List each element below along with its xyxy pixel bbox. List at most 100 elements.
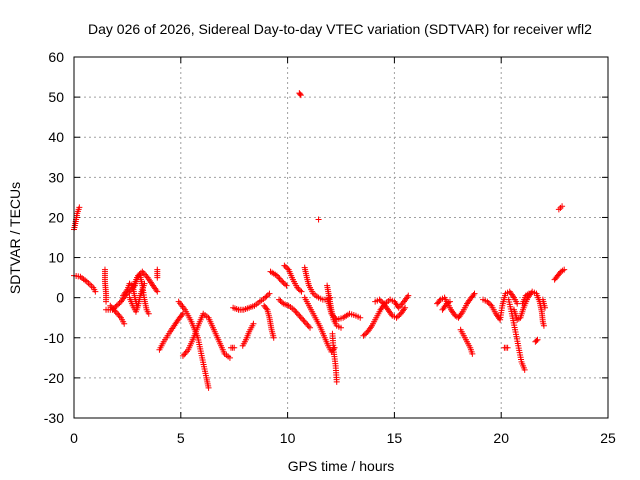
data-point-marker: [231, 344, 238, 351]
data-point-marker: [250, 320, 257, 327]
data-point-marker: [293, 309, 300, 316]
data-point-marker: [282, 263, 289, 270]
x-axis-label: GPS time / hours: [288, 458, 395, 474]
y-tick-label: -30: [44, 410, 64, 426]
data-point-marker: [533, 337, 540, 344]
data-point-marker: [300, 317, 307, 324]
data-point-marker: [284, 265, 291, 272]
data-point-marker: [154, 266, 161, 273]
data-point-marker: [307, 324, 314, 331]
data-point-marker: [299, 315, 306, 322]
data-point-marker: [115, 311, 122, 318]
y-axis-label: SDTVAR / TECUs: [7, 182, 23, 294]
data-point-marker: [263, 293, 270, 300]
data-point-marker: [333, 378, 340, 385]
data-point-marker: [398, 301, 405, 308]
y-tick-label: 60: [48, 49, 64, 65]
data-point-marker: [182, 349, 189, 356]
data-point-marker: [279, 278, 286, 285]
data-point-marker: [294, 284, 301, 291]
data-point-marker: [115, 301, 122, 308]
data-point-marker: [514, 300, 521, 307]
plot-frame: [73, 56, 609, 419]
data-point-marker: [205, 384, 212, 391]
data-point-marker: [525, 290, 532, 297]
data-point-marker: [280, 279, 287, 286]
data-point-marker: [303, 320, 310, 327]
y-tick-label: 50: [48, 89, 64, 105]
data-point-marker: [145, 310, 152, 317]
data-point-marker: [277, 277, 284, 284]
data-point-marker: [361, 331, 368, 338]
data-point-marker: [315, 216, 322, 223]
data-point-marker: [292, 308, 299, 315]
data-point-marker: [534, 336, 541, 343]
chart-title: Day 026 of 2026, Sidereal Day-to-day VTE…: [88, 21, 592, 37]
data-point-marker: [297, 91, 304, 98]
data-point-marker: [521, 366, 528, 373]
data-point-marker: [121, 320, 128, 327]
data-point-marker: [297, 314, 304, 321]
data-point-marker: [402, 304, 409, 311]
x-tick-label: 15: [387, 430, 403, 446]
data-points: [71, 90, 568, 391]
data-point-marker: [360, 332, 367, 339]
x-tick-label: 10: [280, 430, 296, 446]
data-point-marker: [484, 298, 491, 305]
data-point-marker: [283, 282, 290, 289]
data-point-marker: [178, 312, 185, 319]
data-point-marker: [301, 318, 308, 325]
data-point-marker: [376, 296, 383, 303]
y-tick-label: 30: [48, 169, 64, 185]
data-point-marker: [103, 298, 110, 305]
data-point-marker: [304, 321, 311, 328]
data-point-marker: [297, 287, 304, 294]
data-point-marker: [393, 314, 400, 321]
data-point-marker: [282, 281, 289, 288]
data-point-marker: [436, 298, 443, 305]
data-point-marker: [297, 92, 304, 99]
data-point-marker: [540, 322, 547, 329]
data-point-marker: [92, 288, 99, 295]
data-point-marker: [276, 275, 283, 282]
data-point-marker: [265, 291, 272, 298]
data-point-marker: [296, 312, 303, 319]
y-tick-label: 10: [48, 250, 64, 266]
data-point-marker: [470, 291, 477, 298]
data-point-marker: [113, 302, 120, 309]
y-tick-label: 20: [48, 209, 64, 225]
grid-lines: [74, 57, 608, 418]
data-point-marker: [394, 313, 401, 320]
data-point-marker: [226, 354, 233, 361]
y-tick-label: -20: [44, 370, 64, 386]
y-tick-label: 0: [56, 290, 64, 306]
data-point-marker: [181, 351, 188, 358]
data-point-marker: [277, 298, 284, 305]
x-tick-label: 5: [177, 430, 185, 446]
data-point-marker: [485, 300, 492, 307]
x-tick-label: 0: [70, 430, 78, 446]
data-point-marker: [471, 290, 478, 297]
data-point-marker: [377, 298, 384, 305]
data-point-marker: [295, 285, 302, 292]
data-point-marker: [487, 301, 494, 308]
axis-ticks: 0 5 10 15 20 25 -30 -20 -10 0 10 20 30 40 50 60: [44, 49, 616, 446]
data-point-marker: [504, 344, 511, 351]
data-point-marker: [263, 305, 270, 312]
data-point-marker: [469, 350, 476, 357]
data-point-marker: [561, 266, 568, 273]
data-point-marker: [270, 334, 277, 341]
data-point-marker: [76, 204, 83, 211]
data-point-marker: [154, 288, 161, 295]
data-point-marker: [305, 323, 312, 330]
data-point-marker: [357, 314, 364, 321]
data-point-marker: [266, 290, 273, 297]
data-point-marker: [262, 294, 269, 301]
data-point-marker: [281, 262, 288, 269]
data-point-marker: [113, 310, 120, 317]
data-point-marker: [559, 203, 566, 210]
data-point-marker: [295, 311, 302, 318]
x-tick-label: 25: [600, 430, 616, 446]
data-point-marker: [276, 296, 283, 303]
